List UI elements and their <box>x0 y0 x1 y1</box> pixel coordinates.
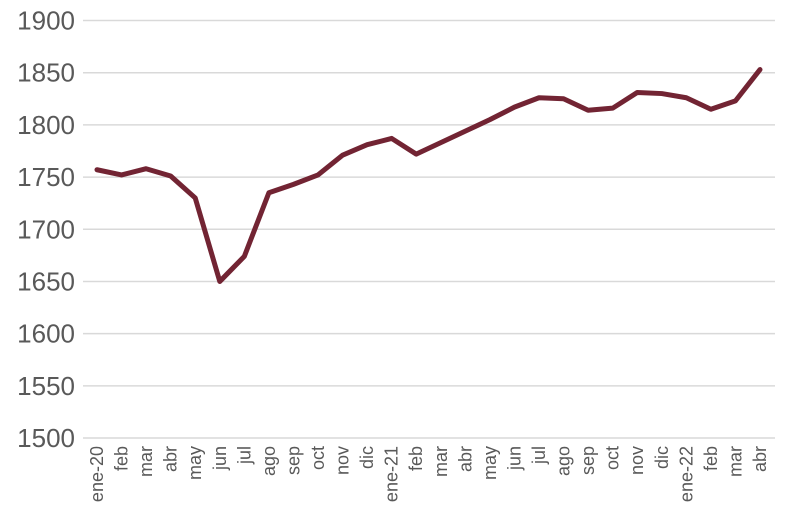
x-axis-tick-label: ago <box>554 446 574 476</box>
x-axis-tick-label: mar <box>431 446 451 477</box>
x-axis-tick-label: sep <box>578 446 598 475</box>
x-axis-tick-label: may <box>480 446 500 480</box>
x-axis-tick-label: jun <box>504 446 524 471</box>
x-axis-tick-label: may <box>185 446 205 480</box>
y-axis-tick-label: 1750 <box>17 162 75 192</box>
y-axis-tick-label: 1650 <box>17 266 75 296</box>
x-axis-tick-label: feb <box>701 446 721 471</box>
x-axis-tick-label: nov <box>333 446 353 475</box>
data-series-line <box>94 67 763 284</box>
x-axis-tick-label: abr <box>161 446 181 472</box>
x-axis-tick-label: abr <box>455 446 475 472</box>
x-axis-tick-label: nov <box>627 446 647 475</box>
y-axis-tick-label: 1550 <box>17 371 75 401</box>
x-axis-tick-label: feb <box>112 446 132 471</box>
y-axis-tick-label: 1800 <box>17 110 75 140</box>
y-axis-tick-label: 1700 <box>17 214 75 244</box>
y-axis-tick-label: 1850 <box>17 58 75 88</box>
x-axis-tick-label: mar <box>725 446 745 477</box>
y-axis-tick-label: 1600 <box>17 319 75 349</box>
x-axis-tick-label: feb <box>406 446 426 471</box>
x-axis-tick-label: jul <box>529 446 549 465</box>
y-axis-tick-label: 1900 <box>17 6 75 36</box>
x-axis-tick-label: oct <box>308 446 328 470</box>
x-axis-tick-label: sep <box>283 446 303 475</box>
x-axis-tick-label: jul <box>234 446 254 465</box>
x-axis-tick-label: oct <box>603 446 623 470</box>
x-axis-tick-label: dic <box>357 446 377 469</box>
x-axis-tick-label: mar <box>136 446 156 477</box>
x-axis-tick-label: jun <box>210 446 230 471</box>
x-axis-tick-label: abr <box>750 446 770 472</box>
x-axis-tick-label: ene-22 <box>676 446 696 502</box>
x-axis-tick-label: ene-21 <box>382 446 402 502</box>
x-axis-tick-label: dic <box>652 446 672 469</box>
x-axis-tick-label: ene-20 <box>87 446 107 502</box>
y-axis-tick-label: 1500 <box>17 423 75 453</box>
x-axis-tick-label: ago <box>259 446 279 476</box>
